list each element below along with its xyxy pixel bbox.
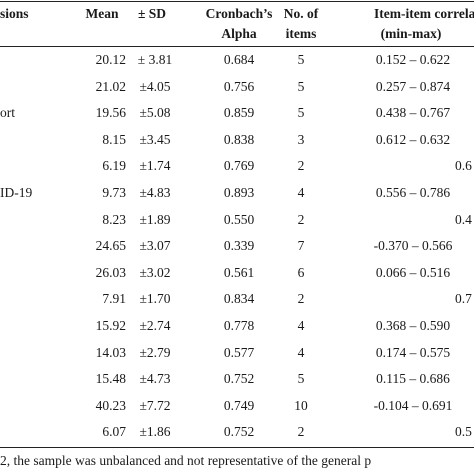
row-items: 5 xyxy=(297,52,305,67)
row-mean: 19.56 xyxy=(95,105,126,120)
row-sd: ±3.07 xyxy=(139,238,171,253)
row-correlation-single: 0.4 xyxy=(455,212,472,227)
header-correlation-line1: Item-item correlatio xyxy=(374,6,474,21)
row-items: 3 xyxy=(297,132,305,147)
row-items: 4 xyxy=(297,185,305,200)
row-items: 5 xyxy=(297,105,305,120)
row-correlation: 0.612 – 0.632 xyxy=(375,132,451,147)
row-mean: 8.23 xyxy=(102,212,126,227)
table-bottom-rule xyxy=(0,447,474,448)
row-mean: 15.92 xyxy=(95,318,126,333)
row-mean: 15.48 xyxy=(95,371,126,386)
row-correlation: -0.370 – 0.566 xyxy=(373,238,453,253)
row-label: ort xyxy=(0,105,15,120)
row-correlation: 0.556 – 0.786 xyxy=(375,185,451,200)
row-correlation-single: 0.7 xyxy=(455,291,472,306)
row-items: 7 xyxy=(297,238,305,253)
row-mean: 8.15 xyxy=(102,132,126,147)
row-mean: 26.03 xyxy=(95,265,126,280)
row-alpha: 0.859 xyxy=(223,105,255,120)
header-correlation-line2: (min-max) xyxy=(380,26,442,41)
row-alpha: 0.893 xyxy=(223,185,255,200)
row-correlation-single: 0.6 xyxy=(455,158,472,173)
row-items: 2 xyxy=(297,212,305,227)
row-mean: 14.03 xyxy=(95,345,126,360)
row-mean: 20.12 xyxy=(95,52,126,67)
row-alpha: 0.752 xyxy=(223,371,255,386)
row-label: ID-19 xyxy=(0,185,33,200)
row-sd: ±2.74 xyxy=(139,318,171,333)
row-alpha: 0.778 xyxy=(223,318,255,333)
row-items: 6 xyxy=(297,265,305,280)
row-alpha: 0.550 xyxy=(223,212,255,227)
row-items: 2 xyxy=(297,424,305,439)
header-dimensions: sions xyxy=(0,6,29,21)
row-alpha: 0.749 xyxy=(223,398,255,413)
row-items: 5 xyxy=(297,371,305,386)
row-alpha: 0.684 xyxy=(223,52,255,67)
header-cronbach-line2: Alpha xyxy=(221,26,257,41)
row-items: 4 xyxy=(297,345,305,360)
row-mean: 6.07 xyxy=(102,424,126,439)
row-correlation: 0.438 – 0.767 xyxy=(375,105,451,120)
row-sd: ±1.86 xyxy=(139,424,171,439)
row-mean: 40.23 xyxy=(95,398,126,413)
row-correlation-single: 0.5 xyxy=(455,424,472,439)
row-mean: 6.19 xyxy=(102,158,126,173)
row-sd: ±3.02 xyxy=(139,265,171,280)
row-sd: ±5.08 xyxy=(139,105,171,120)
header-mean: Mean xyxy=(85,6,119,21)
row-sd: ±4.05 xyxy=(139,79,171,94)
row-mean: 24.65 xyxy=(95,238,126,253)
row-sd: ±2.79 xyxy=(139,345,171,360)
row-alpha: 0.752 xyxy=(223,424,255,439)
row-mean: 7.91 xyxy=(102,291,126,306)
row-sd: ±4.83 xyxy=(139,185,171,200)
row-sd: ± 3.81 xyxy=(137,52,173,67)
row-correlation: 0.115 – 0.686 xyxy=(376,371,450,386)
row-correlation: 0.257 – 0.874 xyxy=(375,79,451,94)
row-items: 5 xyxy=(297,79,305,94)
row-sd: ±1.70 xyxy=(139,291,171,306)
row-alpha: 0.769 xyxy=(223,158,255,173)
row-alpha: 0.756 xyxy=(223,79,255,94)
header-cronbach-line1: Cronbach’s xyxy=(205,6,273,21)
row-mean: 9.73 xyxy=(102,185,126,200)
header-items-line1: No. of xyxy=(283,6,319,21)
table-header-rule xyxy=(0,46,474,47)
row-alpha: 0.339 xyxy=(223,238,255,253)
row-correlation: 0.174 – 0.575 xyxy=(375,345,451,360)
row-sd: ±7.72 xyxy=(139,398,171,413)
row-mean: 21.02 xyxy=(95,79,126,94)
table-top-rule xyxy=(0,1,474,2)
row-items: 2 xyxy=(297,158,305,173)
row-correlation: 0.152 – 0.622 xyxy=(375,52,451,67)
row-items: 10 xyxy=(294,398,308,413)
row-alpha: 0.577 xyxy=(223,345,255,360)
row-items: 4 xyxy=(297,318,305,333)
row-sd: ±4.73 xyxy=(139,371,171,386)
row-correlation: 0.066 – 0.516 xyxy=(375,265,451,280)
row-sd: ±3.45 xyxy=(139,132,171,147)
row-alpha: 0.834 xyxy=(223,291,255,306)
row-alpha: 0.561 xyxy=(223,265,255,280)
footnote: 2, the sample was unbalanced and not rep… xyxy=(0,453,372,468)
row-correlation: 0.368 – 0.590 xyxy=(375,318,451,333)
row-correlation: -0.104 – 0.691 xyxy=(373,398,453,413)
row-sd: ±1.74 xyxy=(139,158,171,173)
header-items-line2: items xyxy=(285,26,317,41)
row-items: 2 xyxy=(297,291,305,306)
header-sd: ± SD xyxy=(137,6,167,21)
row-sd: ±1.89 xyxy=(139,212,171,227)
row-alpha: 0.838 xyxy=(223,132,255,147)
